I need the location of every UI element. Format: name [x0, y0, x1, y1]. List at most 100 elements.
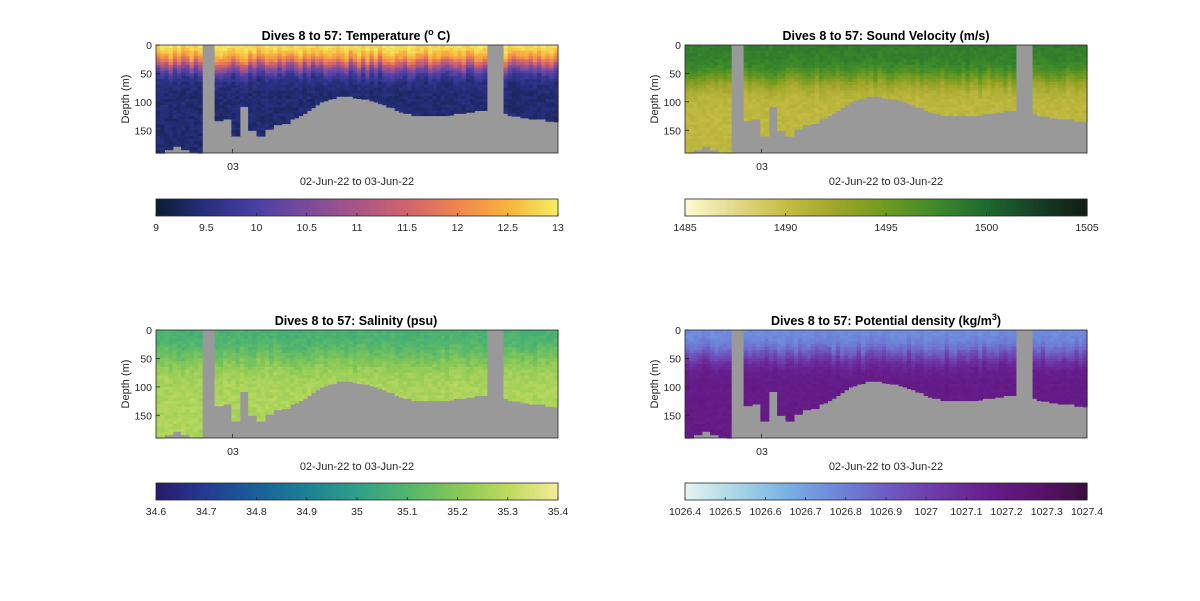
heatmap-cell: [465, 64, 471, 69]
heatmap-cell: [693, 99, 699, 103]
heatmap-cell: [814, 99, 820, 103]
heatmap-cell: [1066, 90, 1071, 94]
colorbar-segment: [407, 199, 411, 216]
heatmap-cell: [223, 107, 228, 111]
heatmap-cell: [927, 53, 933, 57]
heatmap-cell: [553, 113, 559, 117]
heatmap-cell: [306, 56, 312, 60]
heatmap-cell: [756, 67, 761, 72]
heatmap-cell: [386, 81, 392, 86]
heatmap-cell: [1040, 64, 1046, 69]
heatmap-cell: [714, 67, 720, 72]
heatmap-cell: [164, 87, 170, 92]
heatmap-cell: [710, 147, 715, 151]
heatmap-cell: [168, 99, 174, 103]
heatmap-cell: [973, 101, 979, 106]
heatmap-cell: [1053, 110, 1059, 114]
heatmap-cell: [156, 70, 161, 75]
heatmap-cell: [743, 76, 749, 80]
heatmap-cell: [693, 130, 699, 134]
heatmap-cell: [160, 144, 165, 148]
heatmap-cell: [223, 50, 228, 55]
heatmap-cell: [701, 144, 707, 147]
colorbar-segment: [467, 199, 471, 216]
heatmap-cell: [819, 81, 824, 86]
heatmap-cell: [160, 107, 165, 111]
colorbar-segment: [737, 199, 741, 216]
heatmap-cell: [936, 81, 942, 86]
heatmap-cell: [743, 90, 749, 94]
heatmap-cell: [306, 53, 312, 57]
heatmap-cell: [440, 81, 446, 86]
heatmap-cell: [470, 73, 475, 77]
heatmap-cell: [239, 50, 245, 55]
heatmap-cell: [718, 70, 724, 75]
heatmap-cell: [747, 81, 753, 86]
heatmap-cell: [1053, 50, 1059, 55]
heatmap-cell: [1082, 45, 1088, 49]
heatmap-cell: [411, 50, 417, 55]
heatmap-cell: [726, 93, 732, 97]
heatmap-cell: [323, 84, 329, 89]
heatmap-cell: [760, 64, 766, 69]
heatmap-cell: [302, 90, 308, 94]
colorbar-segment: [203, 199, 207, 216]
heatmap-cell: [432, 45, 438, 49]
heatmap-cell: [298, 53, 304, 57]
heatmap-cell: [810, 50, 816, 55]
heatmap-cell: [428, 73, 433, 77]
colorbar-segment: [815, 199, 819, 216]
heatmap-cell: [319, 84, 325, 89]
heatmap-cell: [1057, 67, 1063, 72]
heatmap-cell: [239, 104, 245, 107]
heatmap-cell: [852, 73, 858, 77]
heatmap-cell: [747, 87, 753, 92]
heatmap-cell: [348, 62, 354, 66]
heatmap-cell: [432, 50, 438, 55]
colorbar-segment: [321, 199, 325, 216]
heatmap-cell: [823, 53, 828, 57]
heatmap-cell: [482, 96, 488, 100]
heatmap-cell: [1066, 101, 1071, 106]
heatmap-cell: [164, 147, 170, 151]
heatmap-cell: [532, 110, 538, 114]
heatmap-cell: [516, 84, 521, 89]
heatmap-cell: [710, 96, 715, 100]
heatmap-cell: [986, 45, 992, 49]
heatmap-cell: [260, 76, 266, 80]
heatmap-cell: [461, 45, 467, 49]
heatmap-cell: [419, 70, 425, 75]
colorbar-segment: [850, 199, 854, 216]
heatmap-cell: [298, 67, 304, 72]
heatmap-cell: [181, 127, 186, 131]
heatmap-cell: [1036, 101, 1042, 106]
heatmap-cell: [507, 62, 513, 66]
heatmap-cell: [189, 124, 195, 129]
heatmap-cell: [802, 118, 808, 123]
heatmap-cell: [701, 73, 707, 77]
colorbar-segment: [921, 199, 925, 216]
heatmap-cell: [227, 50, 232, 55]
heatmap-cell: [915, 81, 921, 86]
heatmap-cell: [856, 50, 862, 55]
heatmap-cell: [461, 64, 467, 69]
heatmap-cell: [1040, 104, 1046, 109]
heatmap-cell: [465, 96, 471, 100]
heatmap-cell: [457, 84, 463, 89]
heatmap-cell: [176, 73, 182, 77]
heatmap-cell: [528, 59, 534, 63]
heatmap-cell: [390, 81, 396, 86]
heatmap-cell: [793, 127, 799, 130]
heatmap-cell: [189, 93, 195, 97]
heatmap-cell: [164, 53, 170, 57]
heatmap-cell: [777, 121, 782, 126]
heatmap-cell: [764, 67, 770, 72]
heatmap-cell: [474, 84, 480, 89]
colorbar-segment: [176, 199, 180, 216]
heatmap-cell: [865, 53, 870, 57]
heatmap-cell: [545, 90, 551, 94]
heatmap-cell: [298, 104, 304, 109]
heatmap-cell: [1057, 101, 1063, 106]
heatmap-cell: [806, 107, 812, 111]
heatmap-cell: [1082, 70, 1088, 75]
